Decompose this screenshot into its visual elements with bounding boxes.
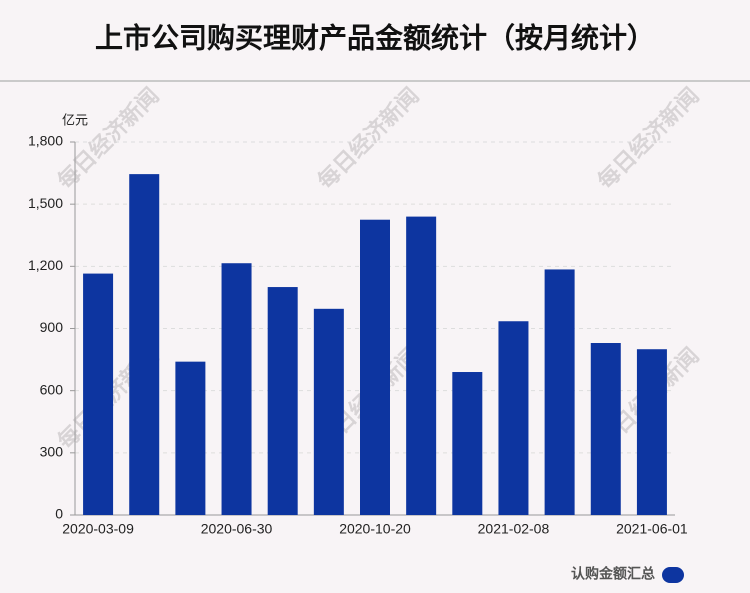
x-tick-label: 2021-06-01 — [616, 521, 688, 537]
y-tick-label: 1,800 — [28, 133, 63, 149]
bar — [313, 308, 344, 515]
x-tick-label: 2020-03-09 — [62, 521, 134, 537]
y-tick-label: 1,500 — [28, 195, 63, 211]
y-tick-label: 0 — [55, 506, 63, 522]
y-tick-label: 300 — [40, 444, 64, 460]
chart-title: 上市公司购买理财产品金额统计（按月统计） — [95, 21, 655, 53]
y-tick-label: 900 — [40, 319, 64, 335]
bar — [83, 273, 114, 515]
x-tick-label: 2021-02-08 — [478, 521, 550, 537]
bar — [498, 321, 529, 515]
x-tick-label: 2020-06-30 — [201, 521, 273, 537]
bar — [452, 372, 483, 515]
bar — [267, 287, 298, 515]
bar — [221, 263, 252, 515]
y-unit: 亿元 — [62, 112, 88, 127]
bar — [590, 343, 621, 515]
y-tick-label: 1,200 — [28, 257, 63, 273]
bar — [544, 269, 575, 515]
bar — [636, 349, 667, 515]
bar — [406, 216, 437, 515]
bar — [175, 361, 206, 515]
bar — [360, 219, 390, 516]
x-tick-label: 2020-10-20 — [339, 521, 411, 537]
legend-swatch — [662, 567, 684, 583]
legend-label: 认购金额汇总 — [571, 566, 655, 582]
y-tick-label: 600 — [40, 381, 64, 397]
bar — [129, 174, 160, 515]
